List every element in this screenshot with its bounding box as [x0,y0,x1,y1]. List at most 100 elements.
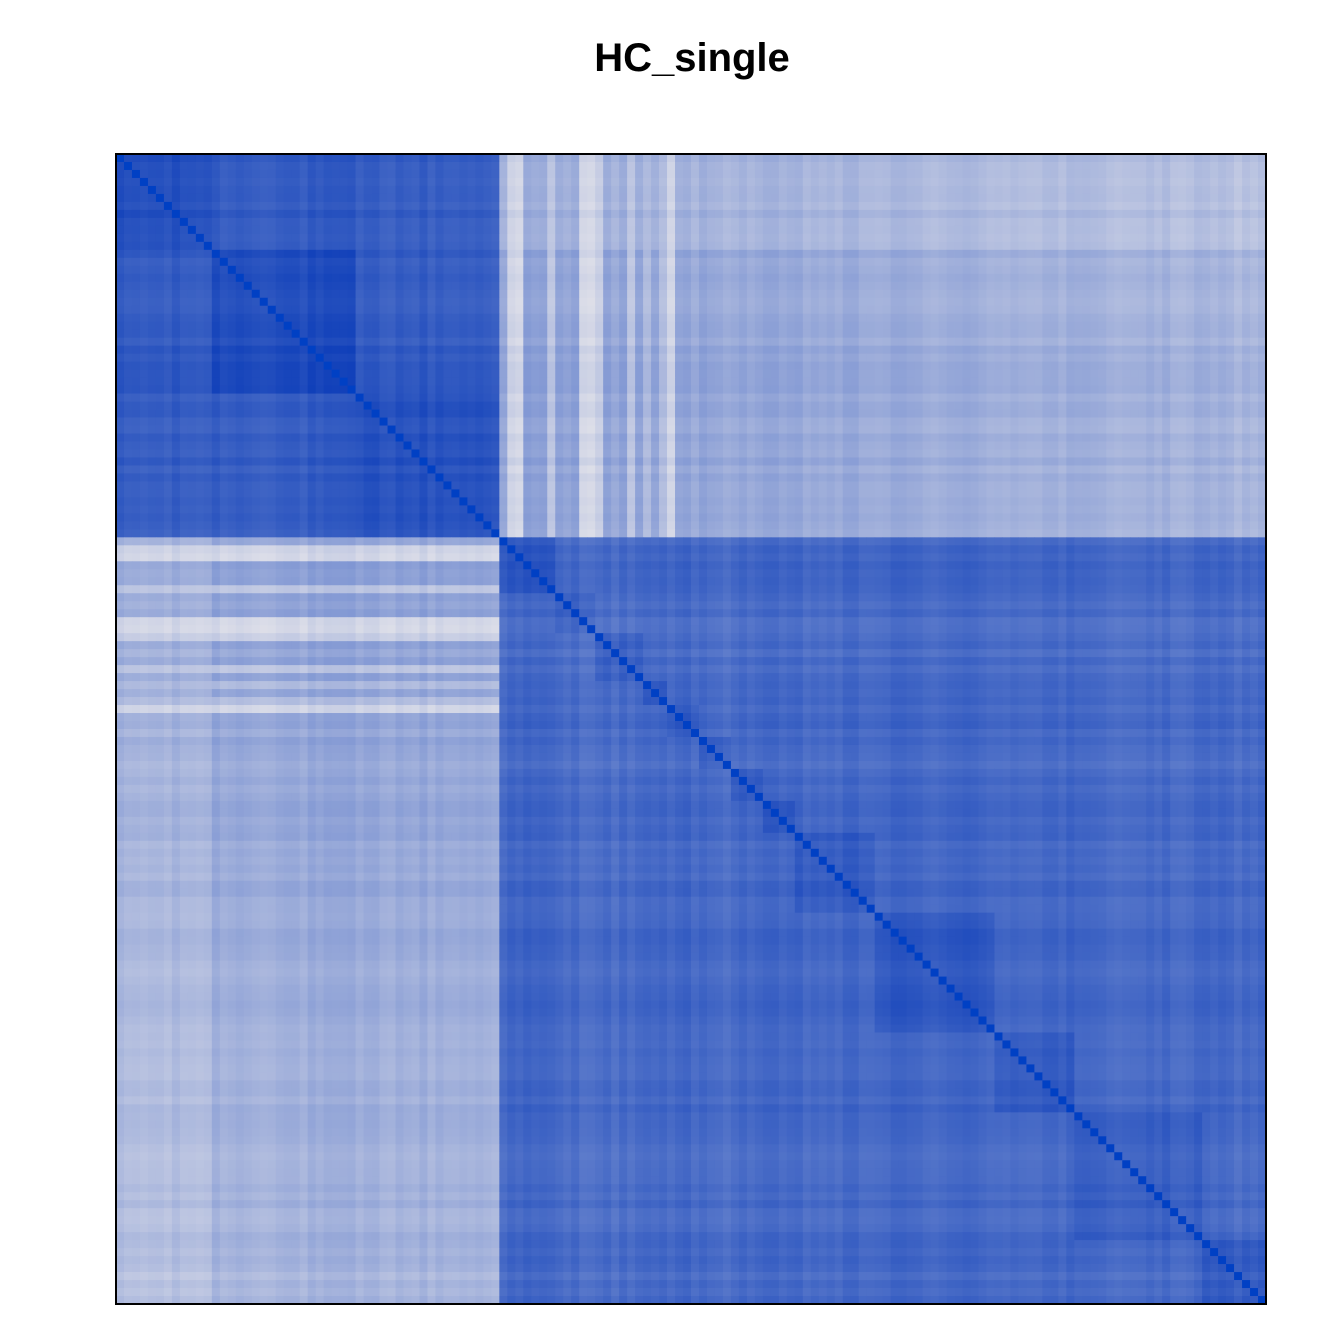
heatmap-cell [387,313,396,323]
heatmap-cell [363,154,372,163]
heatmap-cell [1058,161,1067,171]
heatmap-cell [1218,353,1227,363]
heatmap-cell [427,281,436,291]
heatmap-cell [227,185,237,195]
heatmap-cell [579,209,588,219]
heatmap-cell [515,265,524,275]
heatmap-cell [1226,273,1235,283]
heatmap-cell [611,321,620,331]
heatmap-cell [1002,265,1011,275]
heatmap-cell [171,377,181,386]
heatmap-cell [1026,305,1035,315]
heatmap-cell [938,313,947,323]
heatmap-cell [1090,233,1099,243]
heatmap-cell [714,321,724,331]
heatmap-cell [850,273,860,283]
heatmap-cell [219,249,229,259]
heatmap-cell [858,305,868,315]
heatmap-cell [499,409,508,418]
heatmap-cell [651,425,660,434]
heatmap-cell [1226,305,1235,315]
heatmap-cell [547,329,556,339]
heatmap-cell [571,425,580,434]
heatmap-cell [1162,193,1171,203]
heatmap-cell [922,273,931,283]
heatmap-cell [754,329,764,339]
heatmap-cell [1050,393,1059,402]
heatmap-cell [595,233,604,243]
heatmap-cell [1010,241,1019,251]
heatmap-cell [858,201,868,211]
heatmap-cell [698,305,708,315]
heatmap-cell [339,233,348,243]
heatmap-cell [730,361,740,371]
heatmap-cell [227,369,237,379]
heatmap-cell [123,161,133,171]
heatmap-cell [595,185,604,195]
heatmap-cell [778,257,788,267]
heatmap-cell [762,289,772,299]
heatmap-cell [1026,185,1035,195]
heatmap-cell [954,353,963,363]
heatmap-cell [850,177,860,187]
heatmap-cell [195,345,205,355]
heatmap-cell [1114,169,1123,179]
heatmap-cell [834,409,844,418]
heatmap-cell [587,233,596,243]
heatmap-cell [267,217,277,227]
heatmap-cell [1130,377,1139,386]
heatmap-cell [331,425,341,434]
heatmap-cell [954,361,963,371]
heatmap-cell [1242,249,1251,259]
heatmap-cell [962,265,971,275]
heatmap-cell [555,265,564,275]
heatmap-cell [547,289,556,299]
heatmap-cell [970,249,979,259]
heatmap-cell [770,425,780,434]
heatmap-cell [459,385,468,394]
heatmap-cell [762,169,772,179]
heatmap-cell [419,249,428,259]
heatmap-cell [507,321,516,331]
heatmap-cell [291,233,301,243]
heatmap-cell [866,369,876,379]
heatmap-cell [587,154,596,163]
heatmap-cell [1106,417,1115,426]
heatmap-cell [754,289,764,299]
heatmap-cell [499,249,508,259]
heatmap-cell [507,425,516,434]
heatmap-cell [1202,177,1211,187]
heatmap-cell [842,233,852,243]
heatmap-cell [1018,209,1027,219]
heatmap-cell [379,209,388,219]
heatmap-cell [1106,401,1115,410]
heatmap-cell [675,369,684,379]
heatmap-cell [611,425,620,434]
heatmap-cell [539,209,548,219]
heatmap-cell [419,185,428,195]
heatmap-cell [962,177,971,187]
heatmap-cell [211,337,221,347]
heatmap-cell [786,345,796,355]
heatmap-cell [147,361,157,371]
heatmap-cell [1210,209,1219,219]
heatmap-cell [738,265,748,275]
heatmap-cell [531,385,540,394]
heatmap-cell [1050,209,1059,219]
heatmap-cell [387,241,396,251]
heatmap-cell [874,425,884,434]
heatmap-cell [291,289,301,299]
heatmap-cell [147,177,157,187]
heatmap-cell [1138,249,1147,259]
heatmap-cell [1138,265,1147,275]
heatmap-cell [754,305,764,315]
heatmap-cell [1026,161,1035,171]
heatmap-cell [195,177,205,187]
heatmap-cell [762,217,772,227]
heatmap-cell [738,417,748,426]
heatmap-cell [1122,201,1131,211]
heatmap-cell [1162,289,1171,299]
heatmap-cell [395,257,404,267]
heatmap-cell [371,361,380,371]
heatmap-cell [1010,345,1019,355]
